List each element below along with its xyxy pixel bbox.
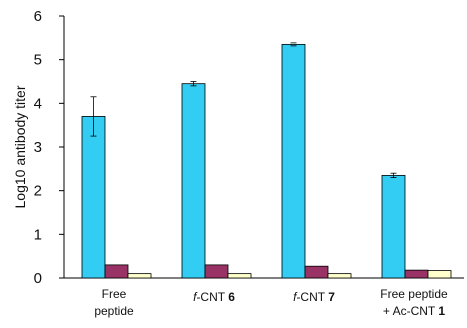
x-category-label-part: 7 xyxy=(328,290,335,304)
bar xyxy=(181,83,206,279)
bar-group xyxy=(81,96,152,279)
y-tick-label: 0 xyxy=(34,270,42,287)
x-category-label-part: Free xyxy=(102,287,127,301)
y-axis-title-group: Log10 antibody titer xyxy=(12,85,28,208)
bar xyxy=(327,273,352,279)
y-tick-label: 2 xyxy=(34,183,42,200)
bar-group xyxy=(181,81,252,279)
bar-group xyxy=(381,172,452,279)
bar xyxy=(404,269,429,279)
bar xyxy=(304,265,329,279)
x-category-label-part: 1 xyxy=(438,304,445,318)
x-category-label-part: Free peptide xyxy=(380,287,448,301)
x-category-label-part: peptide xyxy=(94,304,134,318)
bar xyxy=(427,270,452,279)
y-tick-label: 1 xyxy=(34,226,42,243)
x-category-label-part: -CNT xyxy=(196,290,228,304)
x-category-label: f-CNT 6 xyxy=(193,290,235,304)
y-tick-label: 3 xyxy=(34,139,42,156)
bar xyxy=(227,273,252,279)
y-tick-label: 6 xyxy=(34,8,42,25)
x-category-label-part: f xyxy=(193,290,198,304)
x-category-label-part: + Ac-CNT xyxy=(383,304,438,318)
bar-group xyxy=(281,42,352,279)
x-category-label: Free peptide + Ac-CNT 1 xyxy=(380,287,448,318)
x-category-label: f-CNT 7 xyxy=(293,290,335,304)
y-tick-label: 4 xyxy=(34,95,42,112)
bar xyxy=(281,43,306,279)
x-category-label-part: -CNT xyxy=(296,290,328,304)
x-category-label-part: f xyxy=(293,290,298,304)
y-tick-label: 5 xyxy=(34,52,42,69)
bar xyxy=(104,264,129,279)
y-axis-title: Log10 antibody titer xyxy=(12,85,28,208)
x-category-label-part: 6 xyxy=(228,290,235,304)
bars xyxy=(81,42,452,279)
bar xyxy=(204,264,229,279)
bar xyxy=(81,116,106,279)
x-category-label: Free peptide xyxy=(94,287,134,318)
bar xyxy=(381,174,406,279)
y-ticks: 0 1 2 3 4 5 6 xyxy=(34,8,64,287)
bar xyxy=(127,273,152,279)
